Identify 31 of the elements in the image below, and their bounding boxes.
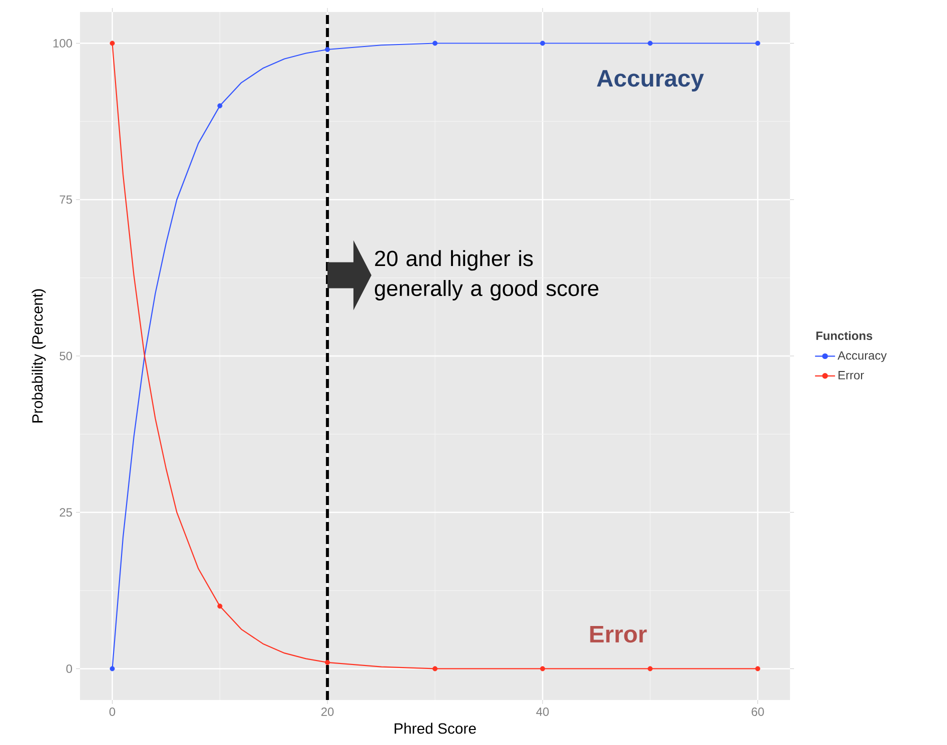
legend-title: Functions: [816, 331, 872, 340]
point: [217, 103, 222, 108]
point: [432, 40, 438, 46]
point: [324, 660, 330, 665]
point: [110, 666, 115, 672]
point: [432, 666, 438, 672]
x-tick-label: 0: [109, 708, 116, 716]
point: [755, 666, 760, 672]
x-tick-label: 60: [752, 708, 764, 716]
y-tick-label: 25: [60, 508, 72, 517]
point: [755, 40, 760, 46]
point: [648, 666, 653, 672]
point: [648, 40, 653, 46]
point: [110, 40, 115, 46]
y-tick-label: 0: [66, 664, 72, 673]
legend-label: Error: [838, 371, 864, 380]
x-tick-label: 40: [536, 708, 549, 716]
y-tick-label: 75: [60, 195, 72, 204]
point: [324, 47, 330, 52]
y-tick-label: 100: [53, 39, 72, 48]
y-axis-title: Probability (Percent): [32, 289, 46, 422]
point: [217, 604, 222, 609]
y-tick-label: 50: [60, 352, 72, 360]
x-tick-label: 20: [321, 708, 334, 716]
legend-label: Accuracy: [838, 351, 887, 362]
x-axis-title: Phred Score: [394, 722, 476, 734]
annotation: 20 and higher is generally a good score: [374, 250, 598, 300]
annotation: Accuracy: [596, 70, 704, 92]
point: [540, 666, 546, 672]
annotation: Error: [590, 626, 647, 643]
point: [540, 40, 546, 46]
